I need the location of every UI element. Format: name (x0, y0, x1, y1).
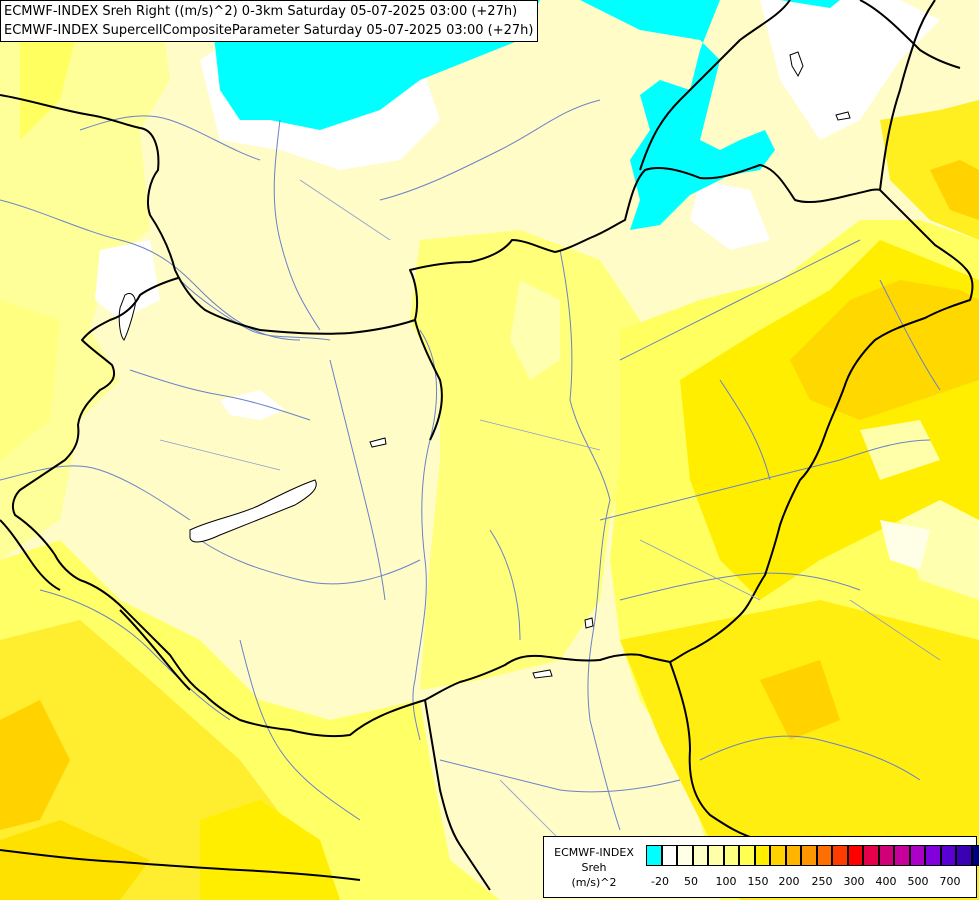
legend-tick-label: 500 (907, 875, 929, 888)
map-title-box: ECMWF-INDEX Sreh Right ((m/s)^2) 0-3km S… (0, 0, 539, 42)
legend-swatch (770, 845, 786, 866)
legend-tick-label: 700 (939, 875, 961, 888)
title-line-1: ECMWF-INDEX Sreh Right ((m/s)^2) 0-3km S… (4, 4, 518, 19)
legend-swatch (956, 845, 972, 866)
legend-tick-label: 100 (715, 875, 737, 888)
title-line-2: ECMWF-INDEX SupercellCompositeParameter … (4, 23, 534, 38)
legend-tick-label: 300 (843, 875, 865, 888)
legend-swatch (832, 845, 848, 866)
legend-swatch (692, 845, 708, 866)
legend-title-line-2: Sreh (581, 861, 607, 874)
legend-swatch (863, 845, 879, 866)
legend-swatch (909, 845, 925, 866)
legend-swatch (971, 845, 979, 866)
neusiedl-lake-icon (118, 293, 136, 341)
admin-lines (159, 179, 941, 841)
legend-swatches (646, 845, 979, 866)
legend-tick-label: 200 (778, 875, 800, 888)
legend-swatch (754, 845, 770, 866)
legend-swatch (925, 845, 941, 866)
legend-tick-labels: -20 50 100 150 200 250 300 400 500 700 (646, 875, 976, 891)
legend-tick-label: 50 (684, 875, 698, 888)
lakes (118, 51, 851, 679)
legend-tick-label: 150 (747, 875, 769, 888)
legend-title-line-3: (m/s)^2 (571, 876, 617, 889)
legend-tick-label: -20 (651, 875, 669, 888)
legend-swatch (661, 845, 677, 866)
color-legend: ECMWF-INDEX Sreh (m/s)^2 -20 50 100 150 200 2… (543, 836, 979, 898)
legend-swatch (816, 845, 832, 866)
legend-swatch (723, 845, 739, 866)
legend-swatch (785, 845, 801, 866)
balaton-lake-icon (189, 479, 317, 543)
legend-title: ECMWF-INDEX Sreh (m/s)^2 (548, 845, 640, 890)
legend-swatch (677, 845, 693, 866)
legend-tick-label: 400 (875, 875, 897, 888)
legend-title-line-1: ECMWF-INDEX (554, 846, 634, 859)
legend-swatch (739, 845, 755, 866)
legend-swatch (878, 845, 894, 866)
legend-tick-label: 250 (811, 875, 833, 888)
legend-swatch (646, 845, 662, 866)
legend-swatch (801, 845, 817, 866)
legend-swatch (894, 845, 910, 866)
legend-swatch (847, 845, 863, 866)
legend-swatch (708, 845, 724, 866)
legend-swatch (940, 845, 956, 866)
